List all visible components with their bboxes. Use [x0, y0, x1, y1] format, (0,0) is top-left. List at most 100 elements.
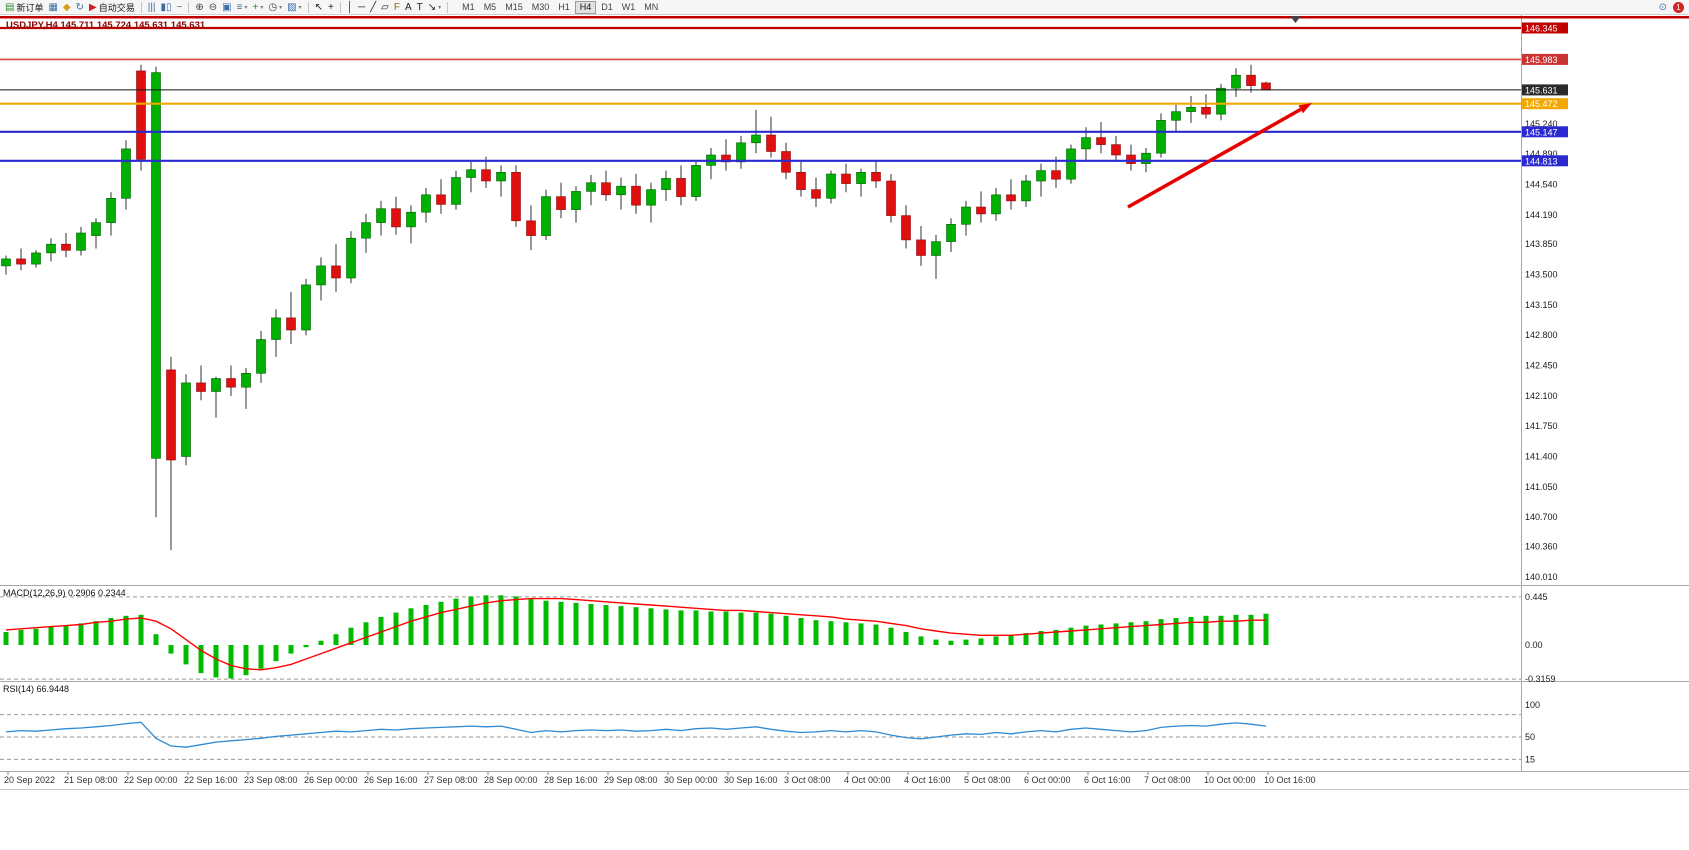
- macd-histogram-bar: [348, 627, 354, 645]
- candlestick-icon: ▮▯: [160, 1, 172, 13]
- price-grid-label: 141.750: [1525, 421, 1558, 431]
- chart-canvas[interactable]: 145.240 144.890 144.540 144.190 143.850 143.5…: [0, 15, 1689, 795]
- timeframe-d1-button[interactable]: D1: [601, 1, 613, 12]
- candle: [616, 185, 626, 196]
- toolbar-separator: [188, 1, 190, 13]
- zoom-out-icon[interactable]: ⊖: [207, 1, 219, 14]
- zoom-in-icon[interactable]: ⊕: [193, 1, 205, 14]
- candle: [1051, 170, 1061, 180]
- refresh-icon[interactable]: ↻: [74, 1, 86, 14]
- label-icon[interactable]: T: [415, 1, 425, 14]
- bar-chart-icon[interactable]: |||: [146, 1, 158, 14]
- time-label: 29 Sep 08:00: [604, 775, 658, 785]
- rsi-line: [5, 721, 1267, 748]
- text-icon: A: [404, 1, 412, 13]
- tile-windows-icon[interactable]: ▣: [220, 1, 233, 14]
- macd-histogram-bar: [873, 624, 879, 645]
- macd-histogram-bar: [858, 623, 864, 645]
- add-indicator-icon[interactable]: + ▾: [250, 1, 265, 14]
- macd-histogram-bar: [1188, 616, 1194, 645]
- macd-histogram-bar: [573, 602, 579, 645]
- arrows-tool-icon[interactable]: ↘ ▾: [426, 1, 443, 14]
- candle: [976, 206, 986, 215]
- channel-icon[interactable]: ▱: [379, 1, 391, 14]
- macd-histogram-bar: [1053, 629, 1059, 645]
- candlestick-icon[interactable]: ▮▯: [159, 1, 174, 14]
- candle: [586, 182, 596, 192]
- autotrade-button: ▶: [89, 1, 97, 13]
- macd-histogram-bar: [408, 608, 414, 645]
- candle: [1006, 194, 1016, 202]
- fibonacci-icon[interactable]: F: [392, 1, 402, 14]
- profiles-icon[interactable]: ◆: [61, 1, 73, 14]
- timeframe-m30-button[interactable]: M30: [531, 1, 550, 12]
- autotrade-button[interactable]: ▶ 自动交易: [87, 1, 137, 14]
- timeframe-mn-button[interactable]: MN: [644, 1, 659, 12]
- macd-histogram-bar: [183, 645, 189, 665]
- macd-histogram-bar: [933, 639, 939, 645]
- price-grid-label: 140.010: [1525, 572, 1558, 582]
- rsi-axis-label: 100: [1525, 700, 1540, 710]
- candle: [1, 258, 11, 267]
- autotrade-button-label: 自动交易: [98, 2, 135, 13]
- candle: [106, 198, 116, 223]
- line-chart-icon[interactable]: ~: [175, 1, 185, 14]
- macd-histogram-bar: [603, 605, 609, 645]
- candle: [1261, 82, 1271, 91]
- macd-histogram-bar: [273, 645, 279, 662]
- macd-histogram-bar: [648, 608, 654, 645]
- time-label: 23 Sep 08:00: [244, 775, 298, 785]
- timeframe-toolbar: M1 M5 M15 M30 H1 H4 D1 W1 MN: [458, 0, 662, 14]
- bar-chart-icon: |||: [147, 1, 156, 13]
- macd-histogram-bar: [753, 612, 759, 645]
- candle: [736, 142, 746, 163]
- search-icon[interactable]: ⊙: [1657, 1, 1669, 14]
- horizontal-line-icon[interactable]: ─: [356, 1, 367, 14]
- candle: [151, 72, 161, 459]
- candle: [826, 173, 836, 199]
- chart-shift-marker[interactable]: [1290, 16, 1301, 23]
- crosshair-icon[interactable]: +: [326, 1, 336, 14]
- price-grid-label: 144.540: [1525, 179, 1558, 189]
- timeframe-h1-button[interactable]: H1: [558, 1, 570, 12]
- macd-histogram-bar: [528, 598, 534, 645]
- price-grid-label: 143.850: [1525, 239, 1558, 249]
- macd-histogram-bar: [843, 622, 849, 645]
- label-icon: T: [416, 1, 423, 13]
- time-label: 6 Oct 16:00: [1084, 775, 1131, 785]
- cursor-icon[interactable]: ↖: [313, 1, 325, 14]
- timeframe-m5-button[interactable]: M5: [483, 1, 497, 12]
- chart-area[interactable]: 145.240 144.890 144.540 144.190 143.850 143.5…: [0, 15, 1689, 795]
- templates-icon: ▨: [287, 1, 297, 13]
- time-label: 22 Sep 00:00: [124, 775, 178, 785]
- timeframe-w1-button[interactable]: W1: [621, 1, 636, 12]
- price-grid-label: 145.240: [1525, 119, 1558, 129]
- trendline-icon[interactable]: ╱: [368, 1, 378, 14]
- trend-arrow[interactable]: [1127, 103, 1312, 209]
- timeframe-h4-button[interactable]: H4: [574, 0, 597, 14]
- candle: [136, 70, 146, 160]
- caret-down-icon: ▾: [244, 4, 248, 11]
- macd-histogram-bar: [243, 645, 249, 676]
- toolbar: ▤ 新订单 ▦ ◆ ↻ ▶ 自动交易 ||| ▮▯ ~ ⊕ ⊖ ▣ ≡ ▾ + ▾ ◷ ▾ ▨ ▾ ↖ + │ ─ ╱ ▱ F A T ↘ ▾…: [0, 0, 1689, 15]
- profiles-icon: ◆: [62, 1, 71, 13]
- macd-histogram-bar: [768, 613, 774, 645]
- periods-icon[interactable]: ◷ ▾: [266, 1, 284, 14]
- time-label: 10 Oct 16:00: [1264, 775, 1316, 785]
- vertical-line-icon[interactable]: │: [345, 1, 355, 14]
- time-label: 27 Sep 08:00: [424, 775, 478, 785]
- macd-histogram-bar: [48, 626, 54, 645]
- notification-badge[interactable]: 1: [1673, 1, 1684, 13]
- charts-icon[interactable]: ▦: [46, 1, 59, 14]
- templates-icon[interactable]: ▨ ▾: [285, 1, 303, 14]
- timeframe-m1-button[interactable]: M1: [462, 1, 475, 12]
- candle: [391, 208, 401, 228]
- new-order-button[interactable]: ▤ 新订单: [3, 1, 45, 14]
- time-label: 21 Sep 08:00: [64, 775, 118, 785]
- timeframe-m15-button[interactable]: M15: [505, 1, 523, 12]
- text-icon[interactable]: A: [403, 1, 414, 14]
- candle: [796, 172, 806, 190]
- indicators-icon[interactable]: ≡ ▾: [235, 1, 250, 14]
- time-label: 30 Sep 16:00: [724, 775, 778, 785]
- macd-histogram-bar: [888, 627, 894, 645]
